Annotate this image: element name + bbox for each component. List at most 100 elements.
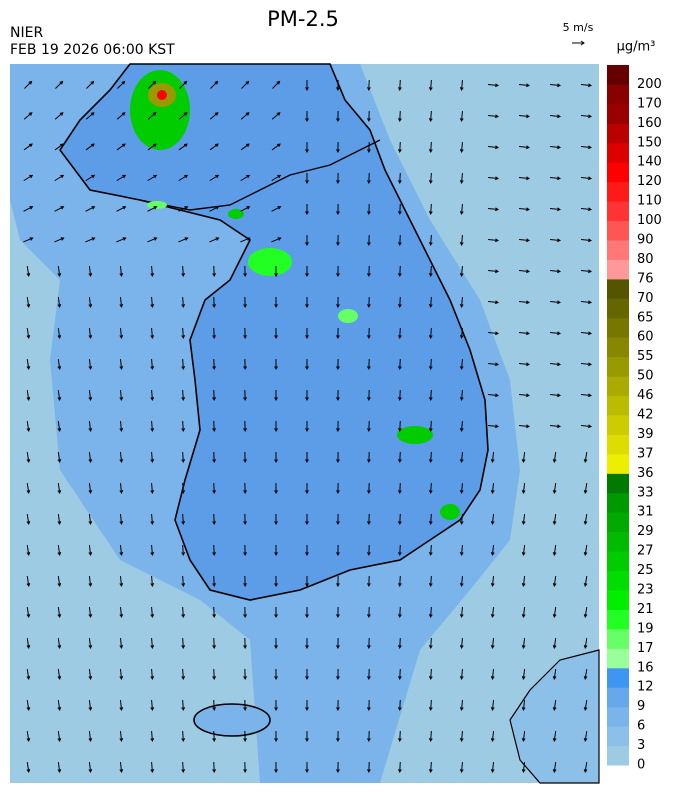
wind-arrow — [181, 482, 186, 495]
wind-arrow — [181, 730, 186, 743]
colorbar-segment — [607, 337, 629, 358]
wind-arrow — [212, 544, 216, 557]
wind-arrow — [336, 544, 340, 557]
wind-arrow — [241, 80, 250, 89]
colorbar-segment — [607, 609, 629, 630]
wind-arrow — [521, 668, 526, 680]
wind-arrow — [521, 637, 526, 649]
wind-arrow — [490, 544, 495, 557]
wind-arrow — [88, 420, 93, 433]
wind-arrow — [240, 237, 251, 243]
wind-arrow — [459, 358, 464, 371]
wind-arrow — [459, 420, 464, 433]
wind-arrow — [336, 451, 340, 464]
wind-arrow — [367, 265, 371, 278]
wind-arrow — [549, 393, 562, 398]
wind-arrow — [367, 637, 371, 650]
wind-arrow — [88, 575, 93, 588]
colorbar: 0369121617192123252729313336373942465055… — [607, 65, 662, 773]
wind-arrow — [428, 668, 433, 681]
wind-arrow — [85, 143, 95, 151]
wind-arrow — [274, 575, 278, 588]
wind-arrow — [459, 730, 464, 743]
wind-arrow — [119, 358, 124, 371]
wind-arrow — [119, 606, 124, 619]
wind-arrow — [336, 389, 340, 402]
wind-arrow — [367, 482, 371, 495]
wind-arrow — [459, 761, 464, 774]
wind-arrow — [212, 482, 216, 495]
wind-arrow — [209, 237, 220, 243]
unit: μg/m³ — [617, 40, 656, 55]
colorbar-tick-label: 6 — [637, 719, 645, 734]
wind-arrow — [243, 358, 247, 371]
wind-arrow — [336, 141, 340, 154]
wind-arrow — [150, 668, 155, 681]
wind-arrow — [367, 761, 371, 774]
wind-arrow — [459, 141, 464, 154]
wind-arrow — [26, 699, 31, 711]
wind-arrow — [336, 761, 340, 774]
wind-arrow — [86, 80, 95, 89]
wind-arrow — [85, 174, 96, 182]
wind-arrow — [150, 544, 155, 557]
wind-arrow — [367, 668, 371, 681]
wind-arrow — [26, 296, 31, 308]
wind-arrow — [549, 145, 562, 150]
wind-arrow — [119, 265, 124, 278]
wind-arrow — [518, 331, 531, 336]
wind-arrow — [518, 145, 531, 150]
wind-arrow — [459, 513, 464, 526]
wind-arrow — [240, 112, 250, 120]
colorbar-segment — [607, 551, 629, 572]
wind-arrow — [336, 482, 340, 495]
wind-arrow — [397, 79, 402, 92]
wind-arrow — [521, 761, 526, 773]
wind-arrows — [23, 79, 593, 774]
wind-arrow — [116, 112, 126, 120]
wind-arrow — [552, 513, 557, 525]
wind-arrow — [580, 269, 593, 274]
wind-arrow — [26, 513, 31, 525]
wind-arrow — [518, 238, 531, 243]
wind-arrow — [23, 206, 34, 212]
wind-arrow — [428, 110, 433, 123]
colorbar-tick-label: 25 — [637, 563, 654, 578]
colorbar-segment — [607, 706, 629, 727]
wind-arrow — [181, 575, 186, 588]
wind-arrow — [549, 331, 562, 336]
wind-arrow — [521, 451, 526, 463]
wind-scale-arrow — [572, 40, 585, 46]
wind-arrow — [459, 110, 464, 123]
wind-arrow — [549, 269, 562, 274]
wind-arrow — [212, 761, 216, 774]
wind-arrow — [583, 451, 588, 463]
wind-arrow — [26, 327, 31, 339]
wind-arrow — [487, 83, 500, 88]
wind-arrow — [26, 668, 31, 680]
wind-arrow — [119, 389, 124, 402]
wind-arrow — [580, 393, 593, 398]
wind-arrow — [580, 424, 593, 429]
wind-arrow — [583, 637, 588, 649]
wind-arrow — [88, 296, 93, 309]
wind-arrow — [26, 451, 31, 463]
datetime: FEB 19 2026 06:00 KST — [10, 42, 175, 58]
colorbar-tick-label: 21 — [637, 602, 654, 617]
colorbar-segment — [607, 201, 629, 222]
wind-arrow — [178, 143, 188, 151]
wind-arrow — [212, 358, 216, 371]
wind-arrow — [150, 451, 155, 464]
wind-arrow — [54, 112, 64, 120]
colorbar-segment — [607, 65, 629, 85]
colorbar-tick-label: 33 — [637, 485, 654, 500]
colorbar-segment — [607, 395, 629, 416]
wind-arrow — [490, 730, 495, 743]
wind-arrow — [212, 327, 216, 340]
wind-arrow — [274, 761, 278, 774]
colorbar-segment — [607, 259, 629, 280]
wind-arrow — [397, 451, 402, 464]
wind-arrow — [428, 172, 433, 185]
wind-arrow — [85, 206, 96, 212]
wind-arrow — [549, 83, 562, 88]
